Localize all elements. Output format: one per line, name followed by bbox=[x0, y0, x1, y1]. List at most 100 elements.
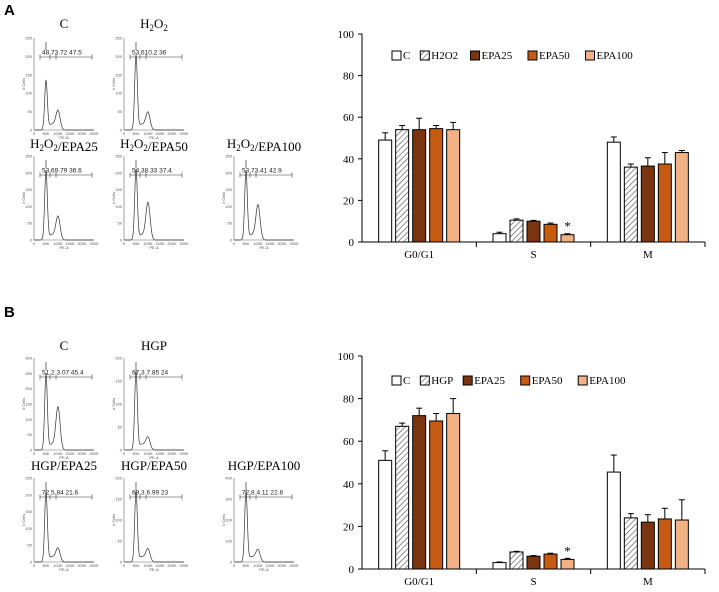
histogram-y-label: # Cells bbox=[21, 192, 26, 204]
histogram-x-tick: 250K bbox=[289, 241, 299, 246]
histogram-y-tick: 50 bbox=[28, 543, 33, 548]
histogram-y-tick: 0 bbox=[120, 560, 123, 565]
histogram-y-tick: 400 bbox=[225, 476, 232, 481]
histogram-x-tick: 200K bbox=[77, 451, 87, 456]
histogram-y-tick: 0 bbox=[230, 560, 233, 565]
histogram-x-tick: 200K bbox=[167, 451, 177, 456]
significance-marker: * bbox=[564, 543, 571, 558]
x-category-label: M bbox=[643, 576, 653, 588]
histogram-y-tick: 100 bbox=[25, 91, 32, 96]
histogram-x-tick: 50K bbox=[42, 241, 49, 246]
legend-swatch-epa50 bbox=[520, 375, 531, 386]
histogram-x-tick: 250K bbox=[89, 241, 99, 246]
histogram-y-tick: 100 bbox=[115, 518, 122, 523]
histogram-gate-values: 72.8 4.11 22.8 bbox=[242, 490, 283, 497]
histogram-y-label: # Cells bbox=[21, 78, 26, 90]
histogram-y-tick: 300 bbox=[25, 356, 32, 361]
histogram-y-tick: 200 bbox=[115, 356, 122, 361]
histogram-x-tick: 150K bbox=[155, 131, 165, 136]
bar-epa25-m bbox=[640, 521, 655, 570]
histogram-x-tick: 200K bbox=[77, 563, 87, 568]
histogram-y-tick: 50 bbox=[28, 221, 33, 226]
y-tick-label: 40 bbox=[343, 154, 355, 166]
histogram-x-tick: 150K bbox=[65, 131, 75, 136]
legend-label-c: C bbox=[403, 50, 410, 62]
histogram-x-tick: 100K bbox=[253, 241, 263, 246]
histogram-y-tick: 150 bbox=[115, 187, 122, 192]
histogram-x-tick: 150K bbox=[155, 563, 165, 568]
histogram-y-tick: 250 bbox=[25, 36, 32, 41]
y-tick-label: 60 bbox=[343, 436, 355, 448]
histogram-y-tick: 50 bbox=[28, 109, 33, 114]
histogram-gate-values: 53.610.2 36 bbox=[132, 50, 167, 57]
histogram-caption: HGP bbox=[141, 338, 167, 353]
legend-label-c: C bbox=[403, 375, 410, 387]
bar-c-s bbox=[492, 562, 507, 570]
histogram-x-tick: 50K bbox=[42, 131, 49, 136]
histogram-x-tick: 100K bbox=[53, 241, 63, 246]
y-tick-label: 100 bbox=[338, 351, 355, 363]
histogram-x-tick: 0 bbox=[33, 451, 36, 456]
legend-label-epa50: EPA50 bbox=[532, 375, 563, 387]
histogram-y-label: # Cells bbox=[21, 398, 26, 410]
legend-label-epa25: EPA25 bbox=[474, 375, 505, 387]
histogram-y-tick: 100 bbox=[225, 204, 232, 209]
histogram-x-tick: 0 bbox=[33, 563, 36, 568]
histogram-gate-values: 53.69.79 36.6 bbox=[42, 168, 82, 175]
histogram-y-tick: 250 bbox=[115, 36, 122, 41]
histogram-gate-values: 69.3 6.99 23 bbox=[132, 490, 169, 497]
y-tick-label: 0 bbox=[349, 237, 355, 249]
bar-epa50-s bbox=[543, 553, 558, 570]
histogram-y-tick: 100 bbox=[115, 204, 122, 209]
histogram-y-tick: 50 bbox=[118, 109, 123, 114]
legend-swatch-h2o2 bbox=[419, 50, 430, 61]
histogram-y-tick: 200 bbox=[25, 386, 32, 391]
significance-marker: * bbox=[564, 219, 571, 234]
histogram-caption: C bbox=[60, 16, 69, 31]
bar-epa25-s bbox=[526, 555, 541, 570]
legend-swatch-epa100 bbox=[577, 375, 588, 386]
histogram-y-tick: 150 bbox=[25, 72, 32, 77]
histogram-y-label: # Cells bbox=[111, 78, 116, 90]
x-category-label: M bbox=[643, 249, 653, 261]
legend-swatch-c bbox=[391, 375, 402, 386]
histogram-caption: HGP/EPA50 bbox=[121, 458, 187, 473]
histogram-x-tick: 100K bbox=[53, 131, 63, 136]
histogram-x-label: PE-A bbox=[59, 455, 69, 460]
histogram-curve bbox=[34, 490, 94, 563]
histogram-x-tick: 50K bbox=[132, 563, 139, 568]
y-tick-label: 60 bbox=[343, 112, 355, 124]
histogram-x-tick: 100K bbox=[143, 131, 153, 136]
histogram-x-tick: 50K bbox=[42, 451, 49, 456]
histogram-x-tick: 50K bbox=[132, 131, 139, 136]
x-category-label: G0/G1 bbox=[404, 249, 434, 261]
histogram-x-tick: 50K bbox=[132, 241, 139, 246]
histogram-x-tick: 0 bbox=[123, 451, 126, 456]
histogram-x-tick: 100K bbox=[53, 563, 63, 568]
legend-swatch-hgp bbox=[419, 375, 430, 386]
legend-swatch-epa50 bbox=[527, 50, 538, 61]
histogram-x-tick: 150K bbox=[265, 563, 275, 568]
histogram-y-tick: 200 bbox=[225, 518, 232, 523]
histogram-curve bbox=[234, 490, 294, 563]
histogram-gate-values: 53.73.41 42.9 bbox=[242, 168, 282, 175]
histogram-y-tick: 50 bbox=[118, 221, 123, 226]
bar-epa25-g0g1 bbox=[412, 415, 427, 570]
histogram-y-tick: 200 bbox=[115, 170, 122, 175]
histogram-x-tick: 200K bbox=[277, 241, 287, 246]
bar-epa100-m bbox=[674, 519, 689, 570]
histogram-x-label: PE-A bbox=[59, 567, 69, 572]
x-category-label: S bbox=[530, 249, 536, 261]
histogram-x-tick: 250K bbox=[179, 563, 189, 568]
histogram-y-tick: 150 bbox=[115, 72, 122, 77]
histogram-y-tick: 100 bbox=[25, 417, 32, 422]
bar-epa50-m bbox=[657, 518, 672, 570]
histogram-y-label: # Cells bbox=[111, 514, 116, 526]
histogram-x-label: PE-A bbox=[259, 245, 269, 250]
